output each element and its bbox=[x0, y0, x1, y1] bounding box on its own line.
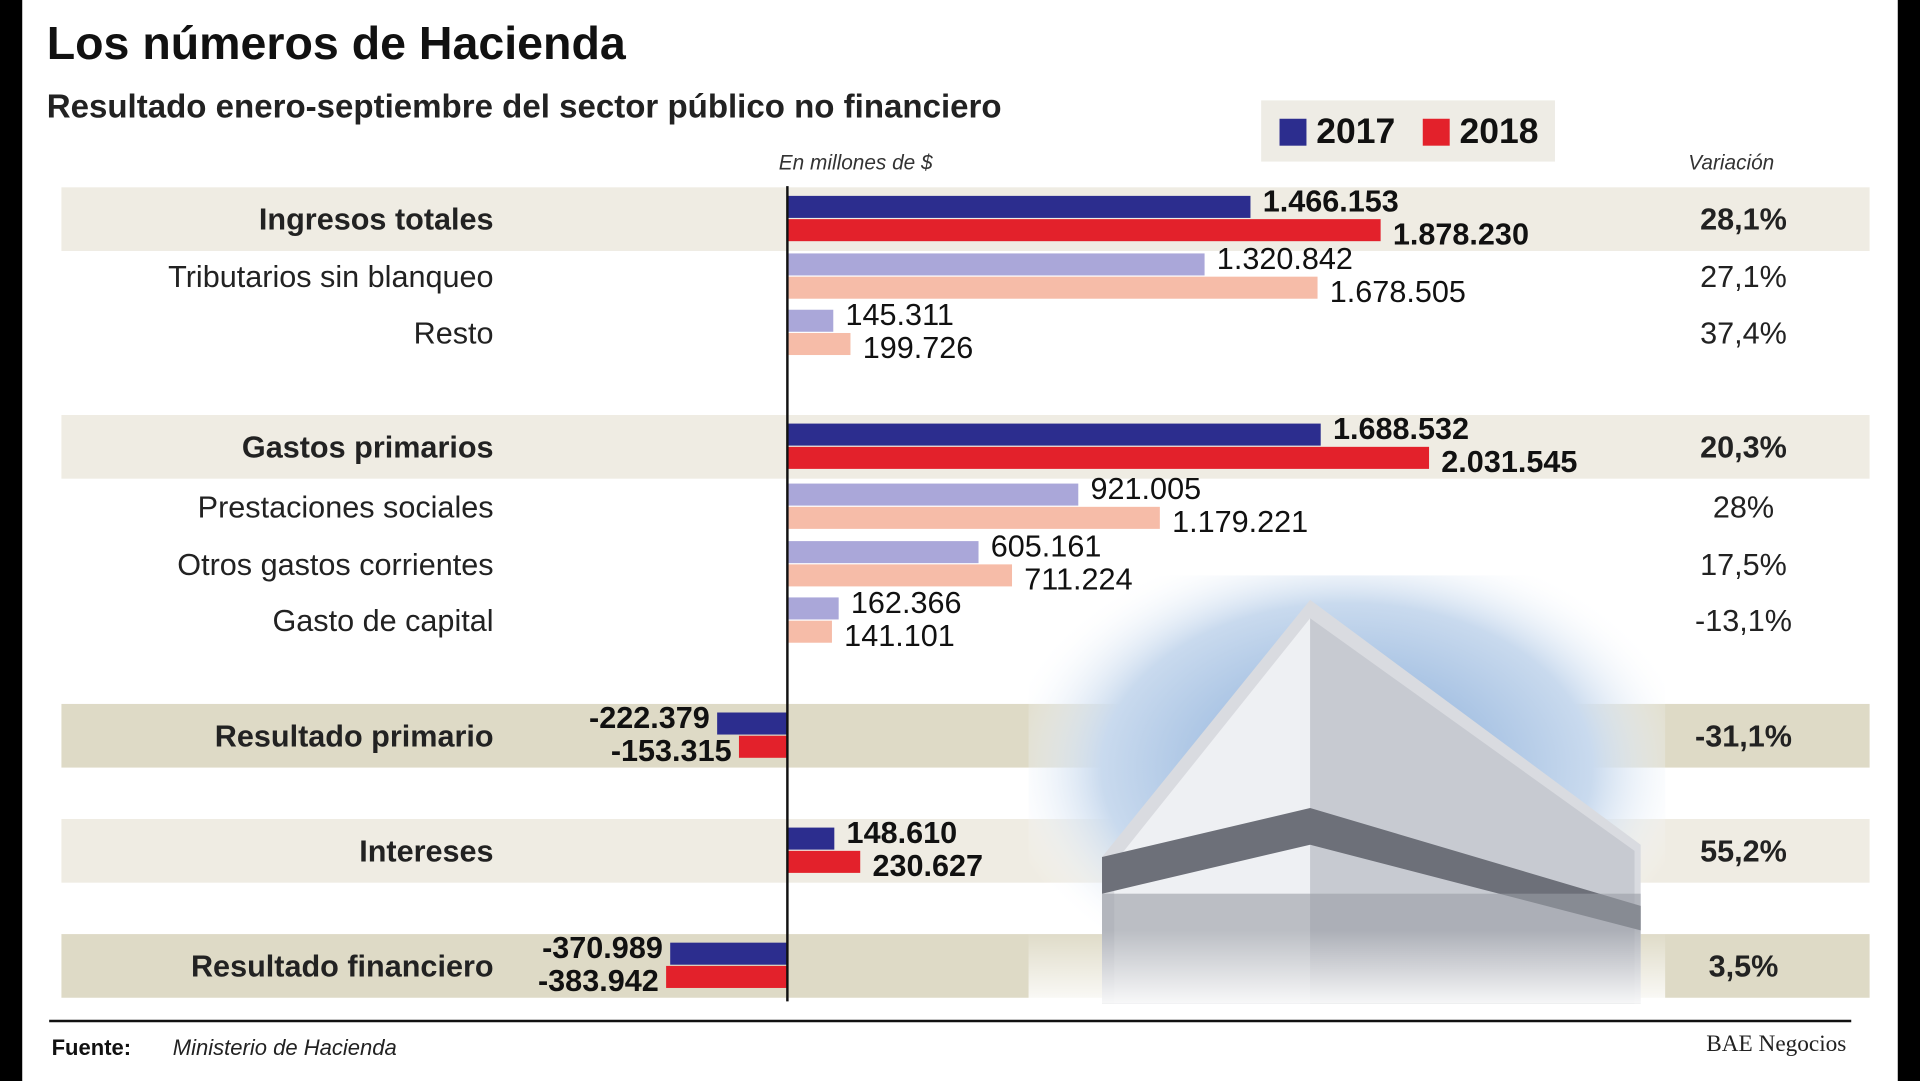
value-label: 921.005 bbox=[1091, 472, 1202, 506]
value-label: 141.101 bbox=[844, 619, 955, 653]
variation: 17,5% bbox=[1700, 548, 1787, 582]
category-label: Intereses bbox=[359, 834, 493, 868]
bar bbox=[670, 942, 788, 965]
variation: 20,3% bbox=[1700, 430, 1787, 464]
value-label: 145.311 bbox=[846, 298, 954, 332]
variation: 55,2% bbox=[1700, 834, 1787, 868]
variation: 37,4% bbox=[1700, 317, 1787, 351]
bar bbox=[787, 850, 861, 873]
bar bbox=[787, 597, 839, 620]
value-label: 1.320.842 bbox=[1217, 242, 1353, 276]
value-label: 1.466.153 bbox=[1263, 184, 1399, 218]
category-label: Resultado primario bbox=[215, 719, 494, 753]
legend-box bbox=[1261, 100, 1555, 162]
bar bbox=[787, 219, 1381, 242]
bar bbox=[787, 309, 834, 332]
bar bbox=[787, 541, 979, 564]
value-label: 711.224 bbox=[1024, 563, 1132, 597]
bar bbox=[787, 423, 1321, 446]
bar bbox=[787, 446, 1430, 469]
legend-label: 2017 bbox=[1316, 111, 1395, 151]
value-label: 2.031.545 bbox=[1441, 445, 1577, 479]
category-label: Gastos primarios bbox=[242, 430, 494, 464]
bar bbox=[787, 332, 851, 356]
value-label: 230.627 bbox=[872, 849, 983, 883]
value-label: 1.179.221 bbox=[1172, 505, 1308, 539]
credit: BAE Negocios bbox=[1706, 1031, 1846, 1057]
variation: -13,1% bbox=[1695, 604, 1792, 638]
bar bbox=[787, 276, 1318, 299]
value-label: -370.989 bbox=[542, 931, 663, 965]
bar bbox=[787, 827, 835, 850]
title: Los números de Hacienda bbox=[47, 17, 627, 69]
category-label: Resto bbox=[414, 317, 494, 351]
bar bbox=[787, 620, 832, 643]
value-label: 605.161 bbox=[991, 530, 1102, 564]
category-label: Ingresos totales bbox=[259, 203, 494, 237]
variation-header: Variación bbox=[1688, 152, 1774, 175]
value-label: 162.366 bbox=[851, 586, 962, 620]
subtitle: Resultado enero-septiembre del sector pú… bbox=[47, 89, 1002, 126]
category-label: Prestaciones sociales bbox=[198, 490, 494, 524]
bar bbox=[787, 253, 1205, 276]
bar bbox=[717, 712, 788, 735]
unit-label: En millones de $ bbox=[779, 152, 933, 175]
variation: 3,5% bbox=[1709, 949, 1779, 983]
variation: -31,1% bbox=[1695, 719, 1792, 753]
legend-swatch bbox=[1422, 118, 1450, 146]
building-illustration bbox=[1028, 575, 1666, 1004]
value-label: 1.878.230 bbox=[1393, 217, 1529, 251]
value-label: 199.726 bbox=[863, 331, 974, 365]
bar bbox=[787, 195, 1251, 218]
legend-label: 2018 bbox=[1459, 111, 1538, 151]
value-label: -222.379 bbox=[589, 701, 710, 735]
legend-swatch bbox=[1279, 118, 1307, 146]
source: Ministerio de Hacienda bbox=[173, 1035, 397, 1060]
source-label: Fuente: bbox=[52, 1035, 132, 1060]
variation: 28% bbox=[1713, 490, 1774, 524]
bar bbox=[787, 564, 1013, 587]
bar bbox=[787, 506, 1160, 529]
category-label: Otros gastos corrientes bbox=[177, 548, 493, 582]
value-label: -383.942 bbox=[538, 964, 659, 998]
bar bbox=[666, 965, 788, 988]
bar bbox=[787, 483, 1079, 506]
bar bbox=[738, 735, 788, 758]
category-label: Gasto de capital bbox=[272, 604, 493, 638]
category-label: Tributarios sin blanqueo bbox=[168, 260, 493, 294]
value-label: 148.610 bbox=[847, 816, 958, 850]
value-label: -153.315 bbox=[611, 734, 732, 768]
value-label: 1.678.505 bbox=[1330, 275, 1466, 309]
variation: 27,1% bbox=[1700, 260, 1787, 294]
variation: 28,1% bbox=[1700, 203, 1787, 237]
value-label: 1.688.532 bbox=[1333, 412, 1469, 446]
category-label: Resultado financiero bbox=[191, 949, 494, 983]
